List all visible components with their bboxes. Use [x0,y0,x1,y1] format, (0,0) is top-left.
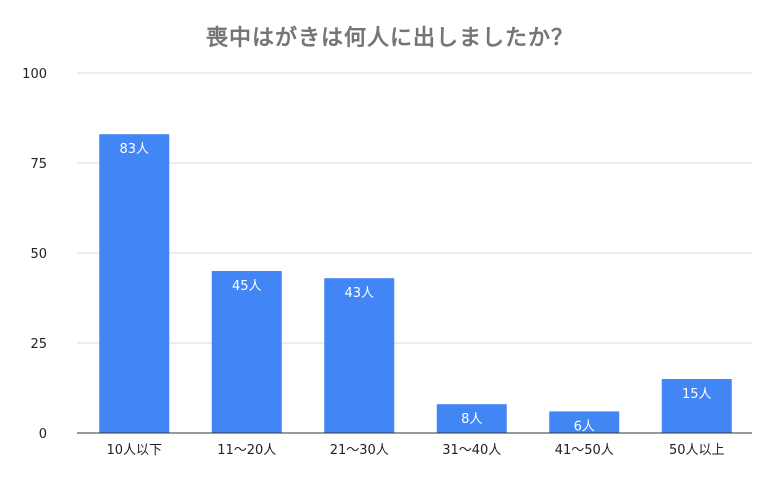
bar-data-label: 45人 [232,279,262,294]
bar-data-label: 6人 [574,419,595,434]
x-tick-label: 21〜30人 [330,443,389,458]
x-tick-label: 10人以下 [106,443,162,458]
bar [99,134,170,433]
bar-data-label: 8人 [461,412,482,427]
x-tick-label: 50人以上 [669,443,725,458]
bar-data-label: 83人 [119,142,149,157]
bar [211,271,282,433]
y-tick-label: 75 [30,157,47,172]
x-tick-label: 11〜20人 [217,443,276,458]
bar-data-label: 43人 [344,286,374,301]
chart-title: 喪中はがきは何人に出しましたか？ [205,26,574,51]
bar [661,379,732,433]
bar [549,411,620,433]
x-tick-label: 41〜50人 [555,443,614,458]
y-tick-label: 50 [30,247,47,262]
bar [436,404,507,433]
bar-data-label: 15人 [682,387,712,402]
x-tick-label: 31〜40人 [442,443,501,458]
y-tick-label: 25 [30,337,47,352]
y-tick-label: 0 [39,427,47,442]
y-tick-label: 100 [22,67,47,82]
bar [324,278,395,433]
